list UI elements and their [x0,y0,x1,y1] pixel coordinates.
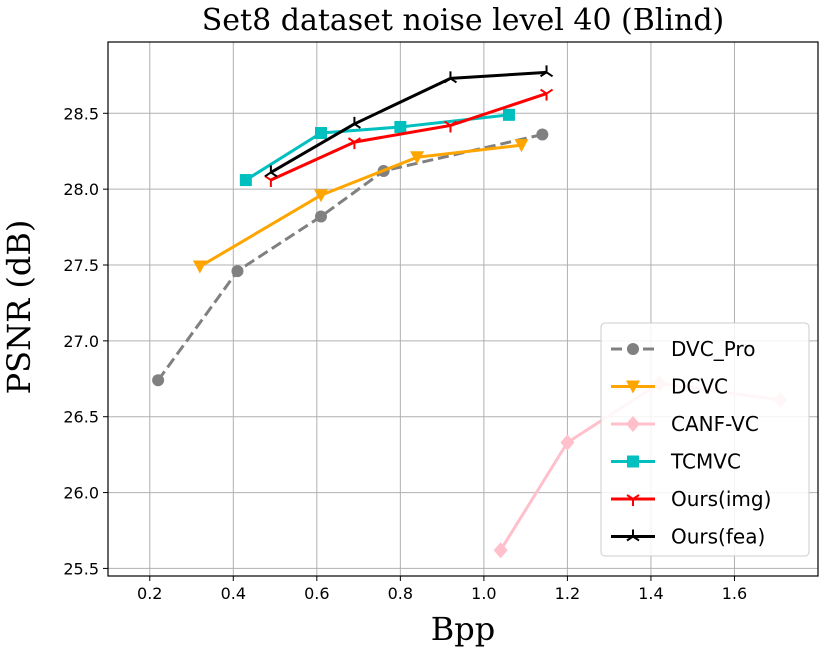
data-point [514,139,529,153]
series-line [270,70,547,174]
data-point [264,165,278,178]
legend-label: Ours(img) [671,487,771,511]
legend-item: TCMVC [611,450,741,474]
legend-marker [627,343,639,355]
series-line [245,113,510,182]
legend-item: DCVC [611,375,728,399]
legend-marker [626,380,640,394]
data-point [315,210,327,223]
x-tick-label: 1.2 [555,584,580,603]
data-point [314,189,328,203]
data-point [443,120,458,133]
legend-item: Ours(fea) [611,525,765,549]
x-tick-label: 1.6 [722,584,747,603]
data-point [560,434,575,451]
x-tick-label: 1.4 [638,584,663,603]
series-dvc-pro [152,128,549,387]
legend-item: DVC_Pro [611,337,755,361]
y-tick-label: 26.0 [63,484,99,503]
series-line [199,143,522,268]
data-point [347,116,361,129]
legend-marker [626,416,640,432]
legend-marker [626,529,640,542]
legend-label: DVC_Pro [671,337,755,361]
plot-frame [107,41,819,577]
chart-title: Set8 dataset noise level 40 (Blind) [202,3,724,38]
series-line [270,92,548,182]
x-axis-label: Bpp [431,610,495,648]
data-point [394,120,407,133]
legend-marker [627,455,639,468]
legend-label: TCMVC [670,450,741,474]
series-dcvc [192,139,529,274]
ticks: 0.2 0.4 0.6 0.8 1.0 1.2 1.4 1.6 25.5 26.0 26.5 27.0… [63,104,747,603]
series-tcmvc [239,108,515,187]
data-point [315,127,327,140]
y-tick-label: 25.5 [63,559,99,578]
y-tick-label: 27.0 [63,332,99,351]
legend-item: CANF-VC [611,412,759,436]
series-ours-img [264,88,554,188]
y-tick-label: 27.5 [63,256,99,275]
y-axis-label: PSNR (dB) [0,220,38,395]
legend-item: Ours(img) [611,487,771,511]
data-point [443,71,458,84]
legend-label: CANF-VC [671,412,759,436]
data-point [539,65,554,78]
data-point [192,260,207,274]
x-tick-label: 1.0 [471,584,496,603]
x-tick-label: 0.2 [137,584,162,603]
y-tick-label: 26.5 [63,408,99,427]
y-tick-label: 28.5 [63,104,99,123]
data-point [264,175,278,188]
data-point [231,265,244,278]
data-point [493,542,508,559]
data-point [239,174,252,187]
legend-label: Ours(fea) [671,525,765,549]
y-tick-label: 28.0 [63,180,99,199]
data-point [152,374,165,387]
legend: DVC_Pro DCVC CANF-VC TCMVC Ours(img) Ours(fea… [600,322,810,557]
legend-marker [626,494,640,506]
series-ours-fea [264,65,554,178]
data-point [410,151,425,165]
grid [108,42,818,576]
data-point [502,108,515,121]
x-tick-label: 0.4 [221,584,246,603]
legend-label: DCVC [671,375,728,399]
x-tick-label: 0.6 [304,584,329,603]
x-tick-label: 0.8 [388,584,413,603]
data-point [539,88,554,101]
data-point [347,137,361,150]
data-point [536,128,549,141]
